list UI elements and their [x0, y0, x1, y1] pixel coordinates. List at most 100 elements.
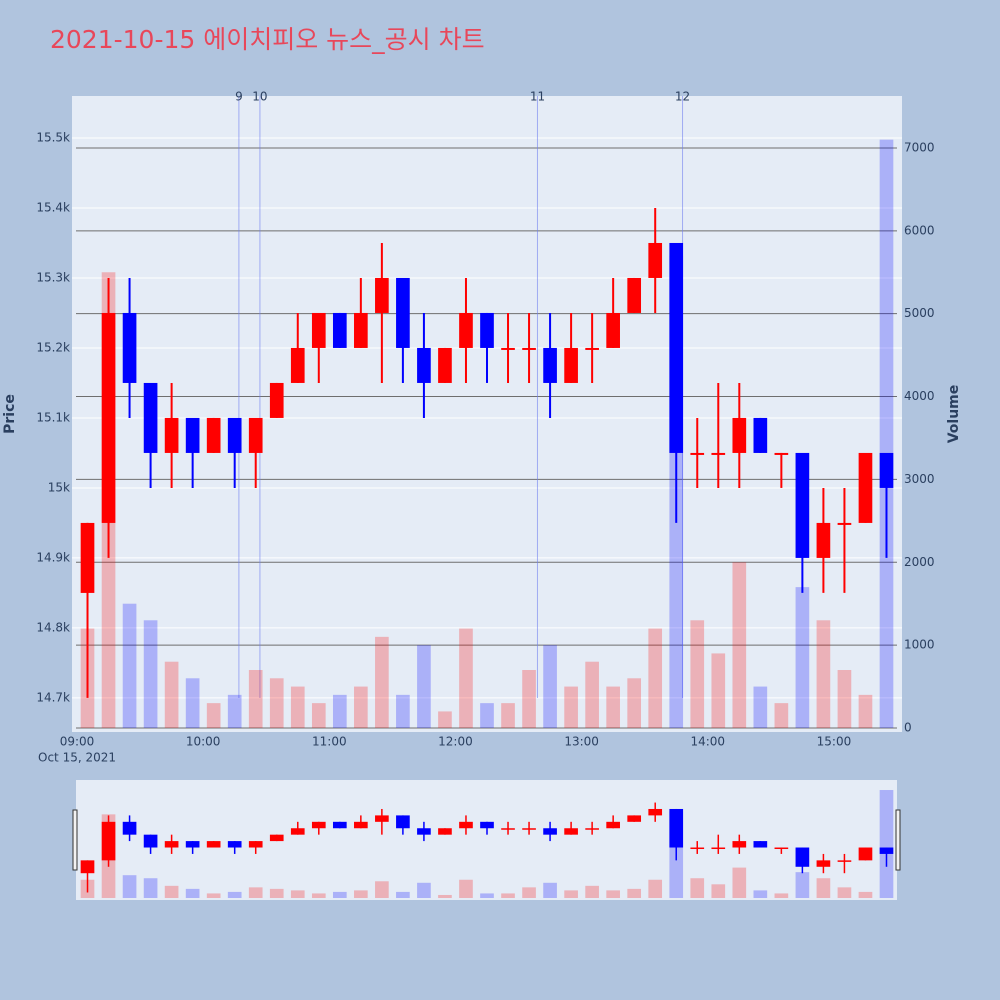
candle-body — [332, 312, 347, 348]
candle-body — [80, 522, 95, 593]
range-handle[interactable] — [895, 809, 901, 871]
range-handle[interactable] — [72, 809, 78, 871]
mini-candle-body — [122, 821, 137, 835]
candle-body — [185, 417, 200, 453]
candle-body — [837, 522, 852, 525]
mini-volume-bar — [795, 872, 810, 898]
volume-bar — [564, 686, 578, 728]
volume-bar — [375, 636, 389, 728]
y-tick-label: 15.2k — [36, 340, 70, 354]
volume-bar — [501, 703, 515, 728]
y2-tick-label: 1000 — [904, 638, 935, 652]
mini-candle-body — [248, 841, 263, 848]
volume-bar — [837, 669, 852, 728]
candle-body — [711, 452, 726, 455]
volume-bar — [648, 628, 663, 728]
candle-body — [879, 452, 894, 488]
x-tick-label: 14:00 — [690, 735, 725, 749]
y2-axis-title: Volume — [946, 385, 962, 444]
mini-volume-bar — [837, 887, 852, 898]
news-label: 11 — [530, 90, 545, 104]
candle-body — [396, 277, 410, 348]
mini-volume-bar — [227, 891, 242, 898]
volume-bar — [311, 703, 326, 728]
volume-bar — [606, 686, 620, 728]
volume-bar — [227, 694, 242, 728]
volume-bar — [543, 645, 557, 728]
mini-volume-bar — [248, 887, 263, 898]
mini-volume-bar — [354, 890, 368, 898]
mini-volume-bar — [480, 893, 494, 898]
mini-volume-bar — [648, 879, 663, 898]
mini-candle-body — [143, 834, 158, 848]
y-tick-label: 14.9k — [36, 550, 70, 564]
mini-candle-body — [375, 815, 389, 822]
candle-body — [585, 347, 599, 350]
volume-bar — [396, 694, 410, 728]
mini-volume-bar — [774, 893, 789, 898]
mini-candle-body — [543, 828, 557, 835]
mini-candle-body — [690, 847, 705, 850]
volume-bar — [269, 678, 284, 728]
mini-candle-body — [564, 828, 578, 835]
mini-candle-body — [269, 834, 284, 842]
volume-bar — [206, 703, 221, 728]
candle-body — [290, 347, 305, 383]
candle-body — [690, 452, 705, 455]
mini-volume-bar — [585, 885, 599, 898]
mini-candle-body — [795, 847, 810, 867]
mini-candle-body — [879, 847, 894, 854]
candle-body — [648, 242, 663, 278]
candle-body — [480, 312, 494, 348]
volume-bar — [248, 669, 263, 728]
volume-bar — [122, 603, 137, 728]
candle-body — [417, 347, 431, 383]
mini-candle-body — [459, 821, 473, 829]
candle-body — [459, 312, 473, 348]
y2-tick-label: 4000 — [904, 389, 935, 403]
x-tick-label: 10:00 — [186, 735, 221, 749]
candle-body — [311, 312, 326, 348]
candle-body — [122, 312, 137, 383]
candle-body — [732, 417, 747, 453]
mini-volume-bar — [332, 891, 347, 898]
candle-body — [543, 347, 557, 383]
y2-tick-label: 7000 — [904, 140, 935, 154]
mini-volume-bar — [417, 882, 431, 898]
mini-candle-body — [585, 828, 599, 830]
news-label: 9 — [235, 90, 243, 104]
mini-volume-bar — [522, 887, 536, 898]
volume-bar — [732, 562, 747, 728]
volume-bar — [290, 686, 305, 728]
mini-candle-body — [837, 860, 852, 862]
candle-body — [669, 242, 684, 453]
volume-bar — [627, 678, 642, 728]
mini-candle-body — [858, 847, 873, 861]
mini-candle-body — [711, 847, 726, 850]
y-tick-label: 15.3k — [36, 270, 70, 284]
candle-body — [375, 277, 389, 313]
mini-volume-bar — [396, 891, 410, 898]
volume-bar — [711, 653, 726, 728]
y2-tick-label: 3000 — [904, 472, 935, 486]
mini-candle-body — [417, 828, 431, 835]
x-tick-label: 12:00 — [438, 735, 473, 749]
candle-body — [354, 312, 368, 348]
candle-body — [164, 417, 179, 453]
y2-tick-label: 5000 — [904, 306, 935, 320]
candle-body — [858, 452, 873, 523]
volume-bar — [774, 703, 789, 728]
y-tick-label: 15k — [48, 480, 70, 494]
candle-body — [143, 382, 158, 453]
mini-candle-body — [627, 815, 642, 822]
mini-volume-bar — [732, 867, 747, 898]
mini-candle-body — [206, 841, 221, 848]
mini-volume-bar — [564, 890, 578, 898]
candle-body — [522, 347, 536, 350]
mini-volume-bar — [311, 893, 326, 898]
range-slider[interactable] — [76, 780, 897, 900]
mini-volume-bar — [753, 890, 768, 898]
y2-tick-label: 0 — [904, 721, 912, 735]
mini-volume-bar — [206, 893, 221, 898]
